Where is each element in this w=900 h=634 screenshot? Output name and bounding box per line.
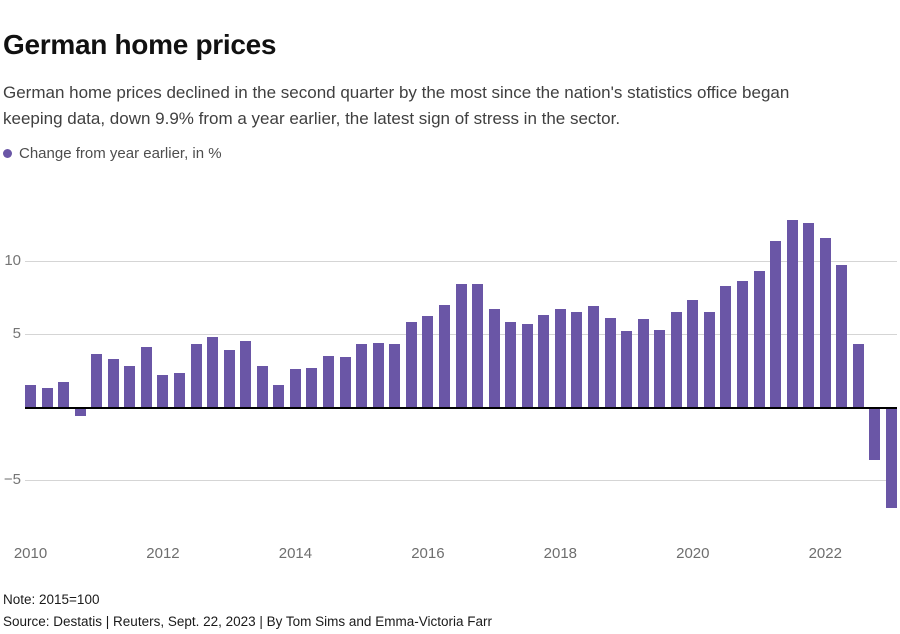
bar-2018-q3: [587, 306, 599, 407]
bar-2020-q2: [703, 312, 715, 407]
bar-2013-q3: [256, 366, 268, 407]
bar-2016-q1: [422, 316, 434, 407]
y-axis-tick-10: 10: [4, 252, 21, 269]
bar-2012-q4: [207, 336, 219, 407]
bar-2018-q1: [554, 309, 566, 407]
y-axis-tick-5: 5: [12, 325, 21, 342]
bar-2017-q1: [488, 309, 500, 407]
bar-2016-q4: [472, 284, 484, 407]
bar-2011-q1: [91, 354, 103, 407]
chart-footer: Note: 2015=100 Source: Destatis | Reuter…: [3, 589, 492, 633]
x-axis-tick-2022: 2022: [808, 545, 842, 562]
x-axis-tick-2014: 2014: [278, 545, 313, 562]
legend-dot-icon: [3, 149, 12, 158]
bar-2018-q2: [571, 312, 583, 407]
x-axis-tick-2018: 2018: [543, 545, 578, 562]
chart-plot: 10 5 −5 2010 2012 2014 2016 2018 2020 2022: [0, 195, 900, 575]
gridline-y-10: [25, 261, 897, 262]
bar-2015-q2: [372, 342, 384, 407]
bar-2012-q2: [174, 373, 186, 407]
bar-2013-q1: [223, 350, 235, 407]
bar-2015-q1: [356, 344, 368, 407]
bar-2017-q4: [538, 315, 550, 407]
bar-2022-q3: [852, 344, 864, 407]
legend-label: Change from year earlier, in %: [19, 145, 222, 162]
bar-2020-q1: [687, 300, 699, 407]
zero-baseline: [25, 407, 897, 409]
page-title: German home prices: [3, 28, 277, 60]
bar-2023-q1: [886, 409, 897, 509]
legend: Change from year earlier, in %: [3, 145, 222, 162]
bar-2011-q3: [124, 366, 136, 407]
bar-2012-q1: [157, 374, 169, 407]
bar-2016-q2: [438, 304, 450, 407]
bar-2022-q2: [836, 265, 848, 407]
x-axis-tick-2012: 2012: [146, 545, 180, 562]
x-axis-tick-2020: 2020: [676, 545, 710, 562]
x-axis-tick-2016: 2016: [411, 545, 445, 562]
bar-2013-q2: [240, 341, 252, 407]
bar-2014-q3: [323, 355, 335, 407]
bar-2020-q3: [720, 285, 732, 407]
bar-2010-q2: [41, 388, 53, 407]
bar-2018-q4: [604, 317, 616, 407]
footer-note: Note: 2015=100: [3, 592, 100, 607]
bar-2019-q1: [621, 331, 633, 407]
footer-source: Source: Destatis | Reuters, Sept. 22, 20…: [3, 614, 492, 629]
bar-2020-q4: [736, 281, 748, 407]
bar-2022-q1: [819, 237, 831, 407]
bar-2019-q2: [637, 319, 649, 407]
bar-2014-q2: [306, 367, 318, 407]
bar-2021-q1: [753, 271, 765, 407]
bar-2014-q1: [289, 369, 301, 407]
bar-2017-q2: [505, 322, 517, 407]
x-axis-tick-2010: 2010: [13, 545, 48, 562]
bar-2017-q3: [521, 323, 533, 407]
bar-2010-q1: [25, 385, 36, 407]
bar-2014-q4: [339, 357, 351, 407]
bar-2010-q4: [74, 409, 86, 417]
bar-2019-q3: [654, 329, 666, 407]
bar-2016-q3: [455, 284, 467, 407]
bar-2021-q3: [786, 220, 798, 407]
chart-subtitle: German home prices declined in the secon…: [3, 83, 790, 128]
bar-2022-q4: [869, 409, 881, 461]
bar-2021-q4: [803, 223, 815, 407]
y-axis-tick--5: −5: [3, 471, 21, 488]
bar-2012-q3: [190, 344, 202, 407]
bar-2013-q4: [273, 385, 285, 407]
gridline-y--5: [25, 480, 897, 481]
bar-2015-q3: [389, 344, 401, 407]
bar-2015-q4: [405, 322, 417, 407]
bar-2010-q3: [58, 382, 70, 407]
bar-2021-q2: [770, 240, 782, 407]
bar-2011-q4: [140, 347, 152, 407]
bar-2011-q2: [107, 358, 119, 407]
bar-2019-q4: [670, 312, 682, 407]
